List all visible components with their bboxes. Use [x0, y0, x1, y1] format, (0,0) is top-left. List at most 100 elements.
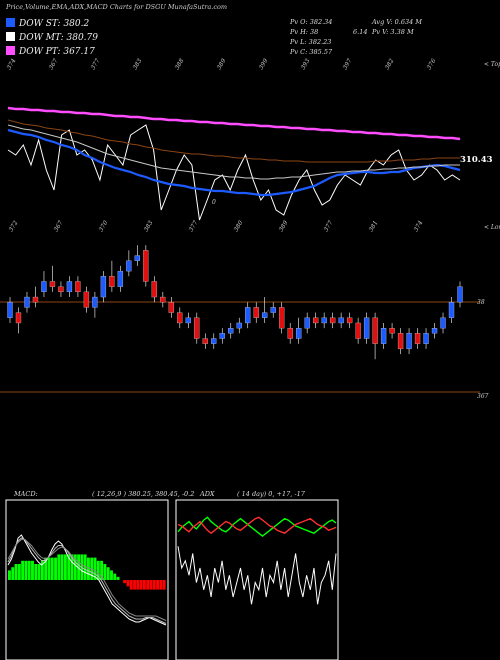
macd-hist-bar [63, 554, 67, 580]
macd-hist-bar [90, 557, 94, 580]
legend-label-mt: DOW MT: 380.79 [19, 33, 98, 43]
macd-hist-bar [54, 557, 57, 580]
legend-swatch-st [6, 18, 15, 27]
candle-body [245, 307, 251, 324]
macd-hist-bar [159, 580, 163, 590]
zero-label: 0 [212, 199, 216, 206]
macd-hist-bar [103, 564, 107, 580]
macd-hist-bar [37, 564, 41, 580]
macd-hist-bar [126, 580, 130, 587]
macd-panel-frame [5, 499, 169, 660]
candle-body [338, 317, 344, 324]
adx-title: ADX [200, 490, 215, 498]
macd-hist-bar [44, 557, 48, 580]
top-label: 376 [426, 57, 438, 71]
candle-body [117, 270, 124, 287]
adx-line-2 [177, 516, 337, 535]
tops-marker-label: < Tops [484, 61, 500, 68]
macd-hist-bar [8, 570, 11, 580]
candle-body [253, 307, 259, 318]
macd-line-1 [7, 537, 167, 624]
low-label: 367 [53, 219, 65, 233]
candle-body [457, 286, 463, 303]
legend-label-st: DOW ST: 380.2 [19, 19, 90, 29]
stat-pv-close: Pv C: 385.57 [290, 48, 333, 56]
candle-body [134, 255, 141, 261]
macd-line-2 [7, 539, 167, 621]
legend-dow-st: DOW ST: 380.2 [6, 18, 89, 29]
candle-body [346, 317, 353, 324]
macd-hist-bar [40, 560, 44, 580]
candle-body [414, 333, 421, 344]
top-label: 389 [216, 57, 228, 71]
candle-body [431, 327, 438, 334]
macd-hist-bar [152, 580, 156, 590]
candle-body [185, 317, 191, 324]
macd-hist-bar [146, 580, 150, 590]
candle-body [270, 307, 276, 313]
adx-line-1 [177, 516, 337, 537]
low-label: 383 [143, 219, 155, 233]
candle-body [66, 281, 73, 293]
candle-body [126, 260, 132, 272]
macd-line-0 [7, 534, 167, 626]
macd-hist-bar [149, 580, 153, 590]
candle-body [83, 291, 90, 308]
ema-line-4 [7, 106, 461, 141]
macd-hist-bar [67, 554, 71, 580]
lows-marker-label: < Lows [484, 224, 500, 231]
candle-body [151, 281, 157, 298]
candle-body [279, 307, 285, 329]
legend-dow-mt: DOW MT: 380.79 [6, 32, 98, 43]
macd-hist-bar [73, 554, 77, 580]
legend-label-pt: DOW PT: 367.17 [19, 47, 95, 57]
candle-body [49, 281, 56, 287]
level-bottom-label: 367 [477, 393, 489, 400]
candle-body [380, 327, 387, 344]
candle-body [168, 302, 174, 313]
ema-line-1 [7, 128, 461, 197]
candle-body [7, 302, 13, 318]
candle-body [100, 276, 107, 298]
macd-hist-bar [57, 554, 61, 580]
candle-body [143, 250, 149, 282]
candle-body [262, 312, 268, 318]
top-label: 377 [90, 57, 102, 71]
top-label: 374 [6, 57, 18, 71]
candle-body [194, 317, 200, 339]
candle-body [211, 338, 217, 344]
adx-line-0 [177, 546, 337, 605]
ema-value-label: 310.43 [460, 155, 493, 165]
candle-body [440, 317, 446, 329]
candle-body [15, 312, 22, 324]
candle-body [58, 286, 64, 293]
low-label: 374 [413, 219, 425, 233]
stat-pv-high: Pv H: 38 [290, 28, 319, 36]
ema-line-2 [7, 124, 460, 180]
top-label: 393 [300, 57, 312, 71]
macd-hist-bar [93, 557, 97, 580]
low-label: 381 [368, 220, 380, 233]
macd-hist-bar [113, 573, 117, 580]
ema-line-3 [7, 119, 460, 163]
stat-pv-low: Pv L: 382.23 [290, 38, 332, 46]
macd-hist-bar [80, 554, 84, 580]
candle-body [304, 317, 310, 329]
stat-pv-volume-pre: 6.14 [353, 28, 368, 36]
macd-hist-bar [136, 580, 140, 590]
candle-body [24, 296, 30, 308]
macd-hist-bar [116, 576, 120, 580]
macd-hist-bar [11, 567, 15, 580]
candle-body [219, 333, 225, 339]
top-label: 367 [48, 57, 60, 71]
legend-swatch-mt [6, 32, 15, 41]
candle-body [389, 327, 395, 334]
macd-hist-bar [83, 554, 87, 580]
macd-hist-bar [133, 580, 136, 590]
candle-body [75, 281, 81, 293]
candle-body [109, 276, 115, 287]
macd-hist-bar [139, 580, 143, 590]
adx-panel-frame [175, 499, 339, 660]
macd-hist-bar [142, 580, 146, 590]
macd-hist-bar [50, 557, 54, 580]
